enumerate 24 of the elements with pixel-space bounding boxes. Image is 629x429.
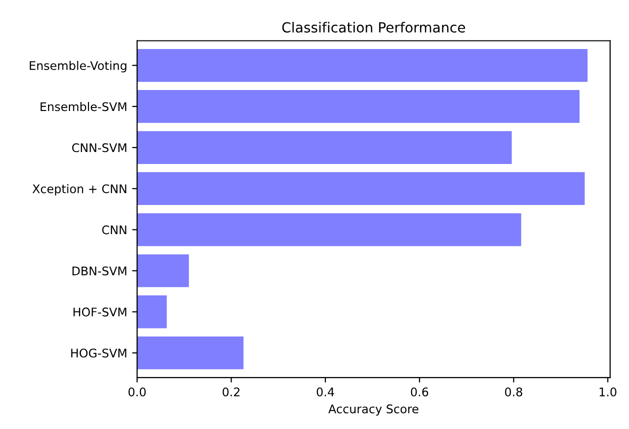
y-tick-label: CNN-SVM (72, 143, 126, 152)
y-tick-label: DBN-SVM (72, 266, 126, 276)
bar (137, 90, 580, 123)
bar (137, 295, 167, 328)
y-tick-label: Xception + CNN (32, 184, 126, 196)
x-axis-title: Accuracy Score (328, 404, 418, 416)
bar (137, 172, 585, 206)
y-tick-label: Ensemble-Voting (30, 60, 126, 72)
x-tick-label: 0.0 (128, 387, 146, 396)
bar (137, 131, 512, 164)
y-tick-label: HOG-SVM (71, 348, 126, 358)
bar (137, 254, 189, 288)
x-tick-label: 0.4 (316, 387, 334, 396)
bar (137, 48, 588, 82)
x-tick-label: 0.6 (410, 387, 428, 396)
bar (137, 336, 244, 370)
y-tick-label: CNN (102, 225, 126, 234)
chart-title: Classification Performance (282, 22, 466, 33)
bar (137, 213, 522, 246)
y-tick-label: HOF-SVM (74, 308, 126, 316)
x-tick-label: 0.8 (505, 387, 522, 396)
x-tick-label: 0.2 (222, 387, 240, 396)
x-tick-label: 1.0 (600, 387, 616, 396)
y-tick-label: Ensemble-SVM (40, 102, 126, 112)
